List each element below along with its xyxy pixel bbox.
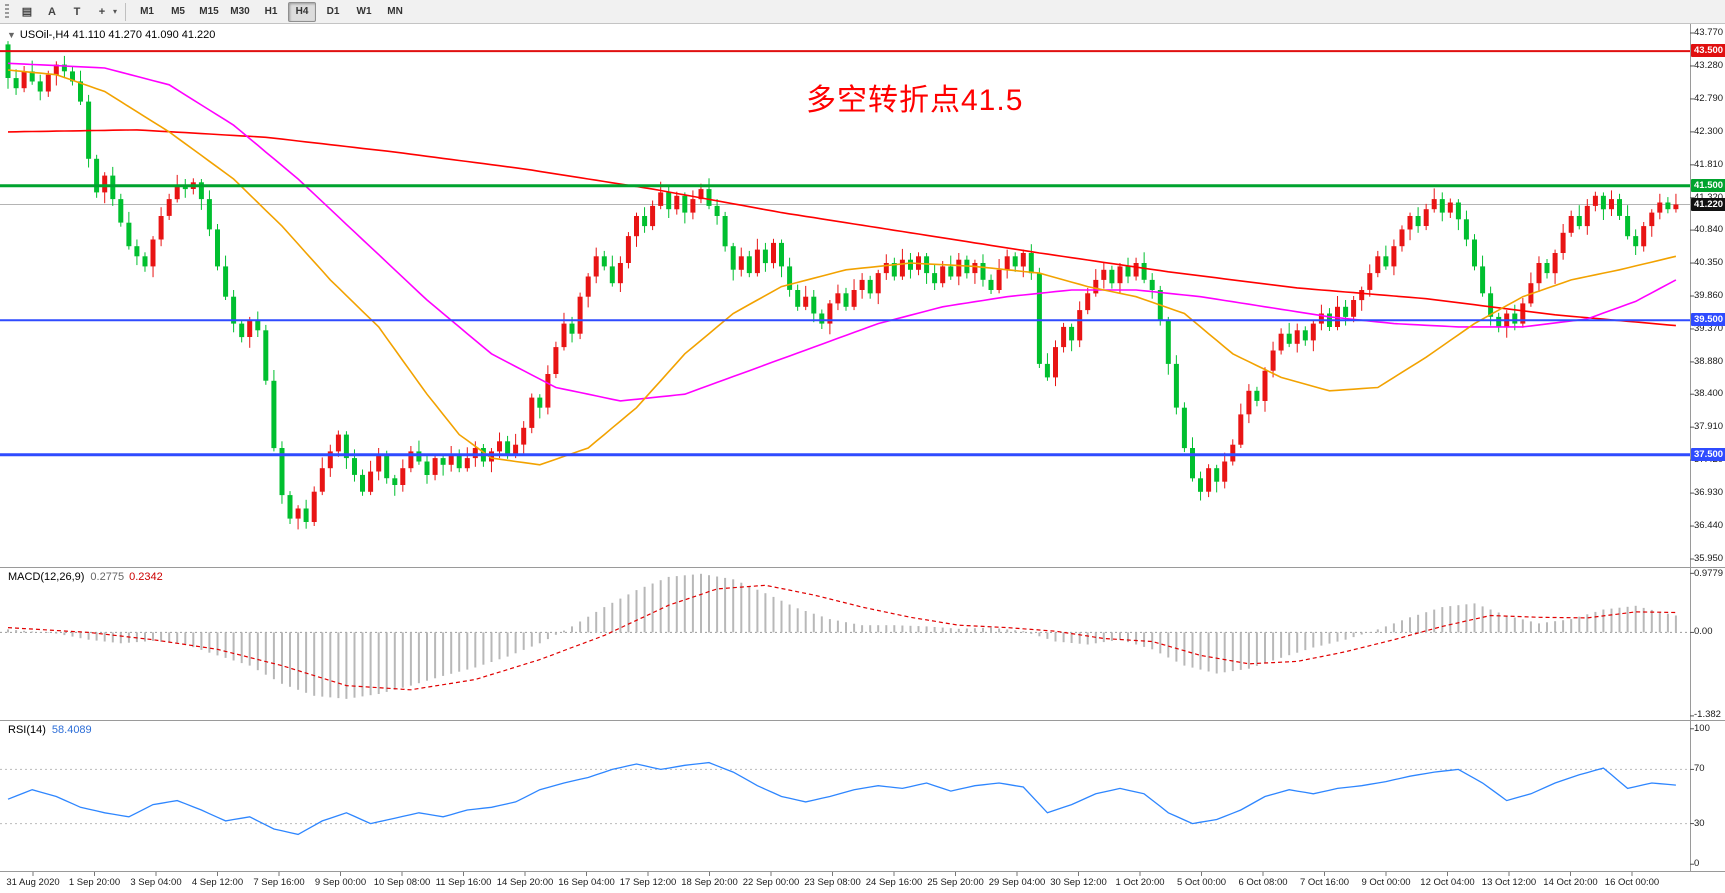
- timeframe-m1-button[interactable]: M1: [140, 5, 154, 17]
- time-tick-label: 6 Oct 08:00: [1238, 877, 1288, 888]
- price-tick-label: 38.880: [1694, 355, 1724, 367]
- timeframe-h1-button[interactable]: H1: [264, 5, 278, 17]
- time-tick-label: 4 Sep 12:00: [191, 877, 244, 888]
- time-tick-label: 7 Oct 16:00: [1299, 877, 1350, 888]
- time-tick-label: 9 Oct 00:00: [1361, 877, 1411, 888]
- time-tick-label: 18 Sep 20:00: [681, 877, 738, 888]
- time-tick-label: 16 Sep 04:00: [558, 877, 615, 888]
- time-tick-label: 14 Sep 20:00: [496, 877, 554, 888]
- time-tick-label: 12 Oct 04:00: [1420, 877, 1475, 888]
- timeframe-w1-button[interactable]: W1: [356, 5, 372, 17]
- price-tick-label: 40.350: [1694, 257, 1724, 269]
- hline-price-label: 41.500: [1691, 178, 1725, 192]
- price-tick-label: 40.840: [1694, 224, 1724, 236]
- timeframe-d1-button[interactable]: D1: [326, 5, 340, 17]
- macd-main-value: 0.2775: [90, 571, 125, 583]
- time-tick-label: 14 Oct 20:00: [1543, 877, 1598, 888]
- timeframe-h4-button[interactable]: H4: [288, 1, 317, 22]
- time-tick-label: 7 Sep 16:00: [253, 877, 305, 888]
- price-tick-label: 43.770: [1694, 27, 1724, 38]
- toolbar-separator: [125, 2, 127, 21]
- macd-signal-line: [7, 584, 1676, 691]
- rsi-name: RSI(14): [8, 724, 46, 736]
- rsi-value: 58.4089: [51, 724, 92, 736]
- moving-average-mid-magenta: [7, 62, 1677, 402]
- macd-axis-label: 0.9779: [1694, 568, 1724, 580]
- macd-axis-label: 0.00: [1694, 626, 1713, 638]
- price-tick-label: 43.280: [1694, 59, 1724, 71]
- price-tick-label: 41.320: [1694, 192, 1723, 203]
- rsi-axis-label: 0: [1694, 858, 1700, 870]
- time-tick-label: 23 Sep 08:00: [804, 877, 861, 888]
- text-label-icon[interactable]: T: [73, 5, 81, 18]
- time-tick-label: 16 Oct 00:00: [1604, 877, 1660, 888]
- hline-price-label: 37.500: [1691, 447, 1725, 461]
- time-tick-label: 22 Sep 00:00: [742, 877, 800, 888]
- price-tick-label: 41.810: [1694, 158, 1724, 170]
- price-tick-label: 39.860: [1694, 290, 1724, 301]
- drawing-tools-group: ▤ A T + ▾: [15, 2, 119, 22]
- price-tick-label: 39.370: [1694, 322, 1724, 334]
- moving-average-slow-red: [7, 129, 1676, 327]
- time-tick-label: 13 Oct 12:00: [1481, 877, 1537, 888]
- rsi-axis-label: 100: [1694, 722, 1710, 734]
- bid-price-label: 41.220: [1691, 197, 1725, 211]
- insert-text-icon[interactable]: A: [48, 5, 56, 18]
- symbol-ohlc-text: USOil-,H4 41.110 41.270 41.090 41.220: [19, 29, 216, 41]
- macd-indicator-label: MACD(12,26,9) 0.2775 0.2342: [8, 571, 163, 583]
- time-tick-label: 1 Oct 20:00: [1115, 877, 1165, 888]
- price-tick-label: 35.950: [1694, 552, 1724, 564]
- time-tick-label: 29 Sep 04:00: [988, 877, 1046, 888]
- macd-axis-label: -1.382: [1694, 708, 1721, 720]
- time-tick-label: 17 Sep 12:00: [619, 877, 677, 888]
- time-tick-label: 11 Sep 16:00: [435, 877, 492, 888]
- price-tick-label: 37.910: [1694, 421, 1724, 433]
- rsi-axis-label: 30: [1694, 817, 1705, 829]
- rsi-axis-label: 70: [1694, 763, 1705, 775]
- time-tick-label: 9 Sep 00:00: [314, 877, 367, 888]
- price-tick-label: 42.790: [1694, 92, 1724, 104]
- price-tick-label: 36.930: [1694, 487, 1724, 499]
- time-tick-label: 10 Sep 08:00: [373, 877, 431, 888]
- time-tick-label: 24 Sep 16:00: [865, 877, 923, 888]
- toolbar-drag-handle[interactable]: [5, 3, 9, 20]
- price-tick-label: 38.400: [1694, 388, 1724, 400]
- timeframe-m30-button[interactable]: M30: [230, 5, 250, 17]
- timeframe-mn-button[interactable]: MN: [387, 5, 403, 17]
- crosshair-cursor-icon[interactable]: +: [98, 5, 106, 18]
- toolbar: ▤ A T + ▾ M1 M5 M15 M30 H1 H4 D1 W1 MN: [0, 0, 1725, 24]
- timeframe-m15-button[interactable]: M15: [199, 5, 219, 17]
- cursor-dropdown-arrow-icon[interactable]: ▾: [113, 7, 118, 16]
- symbol-header: ▼ USOil-,H4 41.110 41.270 41.090 41.220: [7, 29, 215, 41]
- timeframe-m5-button[interactable]: M5: [171, 5, 185, 17]
- timeframe-buttons-group: M1 M5 M15 M30 H1 H4 D1 W1 MN: [132, 1, 410, 22]
- rsi-indicator-label: RSI(14) 58.4089: [8, 724, 92, 736]
- time-tick-label: 31 Aug 2020: [6, 877, 60, 888]
- hline-price-label: 39.500: [1691, 313, 1725, 327]
- annotation-text: 多空转折点41.5: [806, 84, 1024, 117]
- time-tick-label: 5 Oct 00:00: [1176, 877, 1227, 888]
- macd-signal-value: 0.2342: [129, 571, 163, 583]
- moving-average-fast-orange: [7, 69, 1677, 466]
- rsi-line: [7, 761, 1676, 836]
- collapse-icon[interactable]: ▼: [7, 30, 16, 40]
- macd-name: MACD(12,26,9): [8, 571, 85, 583]
- price-tick-label: 36.440: [1694, 520, 1724, 532]
- indicator-window-icon[interactable]: ▤: [21, 5, 33, 18]
- time-tick-label: 25 Sep 20:00: [927, 877, 984, 888]
- time-tick-label: 3 Sep 04:00: [130, 877, 182, 888]
- time-tick-label: 1 Sep 20:00: [68, 877, 121, 888]
- price-tick-label: 42.300: [1694, 125, 1724, 137]
- time-tick-label: 30 Sep 12:00: [1050, 877, 1107, 888]
- hline-price-label: 43.500: [1691, 44, 1725, 58]
